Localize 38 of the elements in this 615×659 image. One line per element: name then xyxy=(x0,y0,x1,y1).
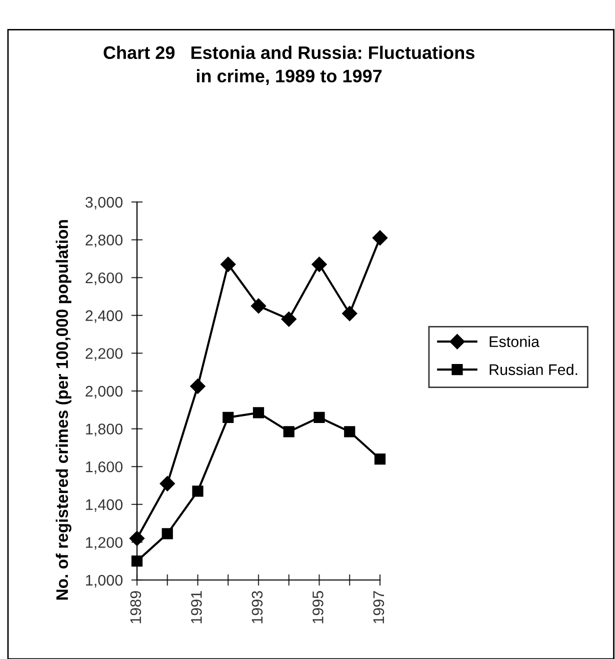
point xyxy=(281,312,296,327)
y-axis-title: No. of registered crimes (per 100,000 population xyxy=(56,220,72,600)
y-tick-label: 1,800 xyxy=(86,424,123,436)
point xyxy=(162,528,173,540)
point xyxy=(372,230,388,246)
y-tick-label: 1,600 xyxy=(86,461,123,474)
point xyxy=(252,407,264,418)
point xyxy=(283,426,294,438)
point xyxy=(131,556,143,567)
point xyxy=(344,426,356,438)
point xyxy=(192,486,204,497)
point xyxy=(129,530,145,546)
point xyxy=(160,476,175,492)
y-tick-label: 1,400 xyxy=(86,499,123,512)
y-tick-label: 1,000 xyxy=(86,574,123,588)
x-tick-label: 1995 xyxy=(312,591,324,624)
point xyxy=(312,256,327,272)
chart-title: Chart 29 Estonia and Russia: Fluctuations in crime, 1989 to 1997 xyxy=(104,46,474,86)
y-tick-label: 2,600 xyxy=(86,272,123,286)
y-tick-label: 2,000 xyxy=(86,386,123,398)
x-tick-label: 1989 xyxy=(130,591,142,624)
x-tick-label: 1993 xyxy=(252,591,263,624)
y-tick-label: 3,000 xyxy=(85,196,123,210)
y-tick-label: 2,400 xyxy=(86,310,123,323)
point xyxy=(250,298,266,314)
point xyxy=(314,412,325,424)
y-tick-label: 2,200 xyxy=(86,348,123,361)
x-tick-label: 1997 xyxy=(373,591,384,624)
point xyxy=(374,453,386,465)
point xyxy=(220,256,236,272)
y-tick-label: 1,200 xyxy=(86,537,123,550)
legend-label: Russian Fed. xyxy=(490,364,578,376)
y-tick-label: 2,800 xyxy=(86,234,123,248)
legend-label: Estonia xyxy=(490,336,540,348)
point xyxy=(342,306,358,322)
x-tick-label: 1991 xyxy=(191,591,202,624)
point xyxy=(222,412,234,424)
point xyxy=(190,378,206,394)
